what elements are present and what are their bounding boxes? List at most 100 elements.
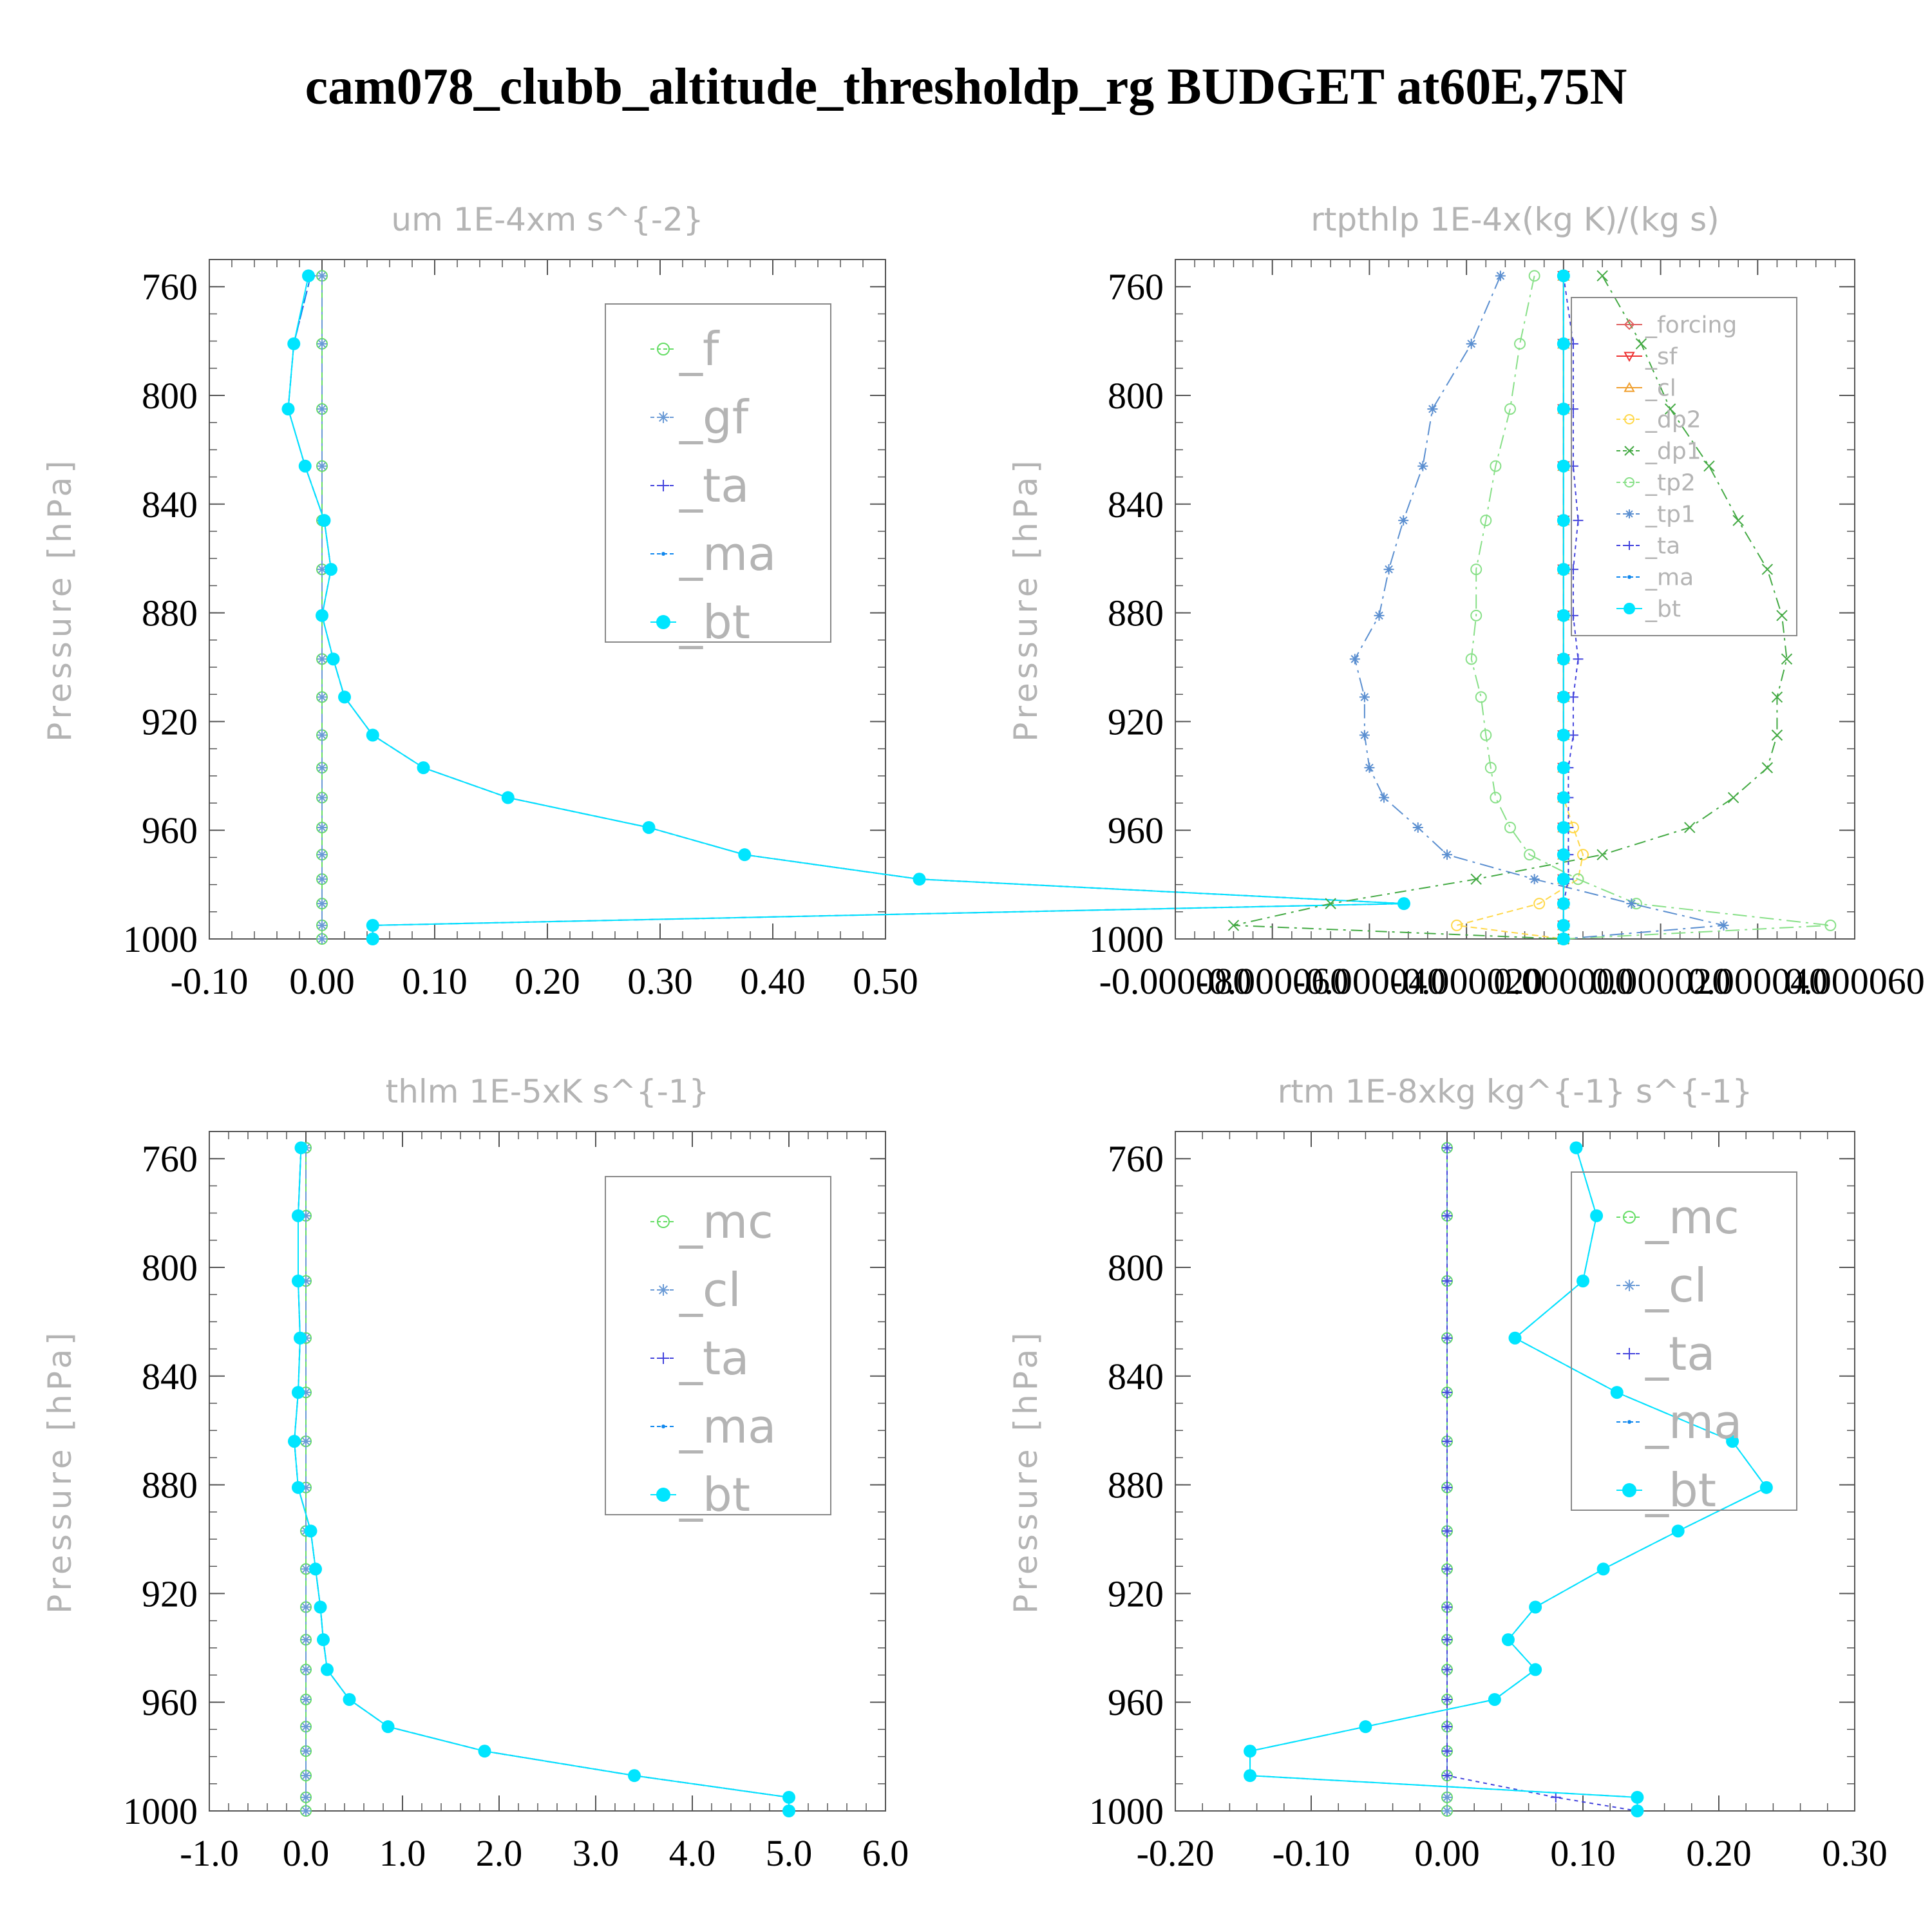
legend-label: _ma [679,1399,776,1454]
data-point [1442,1436,1452,1447]
data-point [1610,1386,1624,1399]
data-point [1824,919,1837,931]
x-tick-label: 4.0 [669,1832,716,1874]
data-point [317,920,327,931]
legend-item: _ma [1616,1395,1742,1449]
legend-marker [657,343,670,355]
legend-label: _ma [1645,565,1694,591]
legend-marker [1627,575,1631,579]
data-point [913,873,926,886]
data-point [1557,337,1570,350]
y-axis: 760 800 840 880 920 960 1000 [123,259,886,960]
x-tick-label: 2.0 [476,1832,523,1874]
legend-label: _tp2 [1645,470,1696,497]
series-dp2 [1451,270,1589,945]
x-tick-label: 0.20 [515,960,580,1002]
y-axis-label: Pressure [hPa] [41,457,79,742]
x-axis: -0.10 0.00 0.10 0.20 0.30 0.40 0.50 [171,260,918,1002]
data-point [288,1435,301,1448]
series-bt [288,1141,795,1817]
data-point [1442,849,1452,860]
data-point [301,1806,311,1816]
data-point [1557,402,1570,416]
panel-title: um 1E-4xm s^{-2} [391,201,703,238]
data-point [1398,515,1409,526]
legend-marker [1624,414,1634,424]
y-tick-label: 960 [1108,1681,1164,1723]
y-axis-label: Pressure [hPa] [41,1329,79,1614]
data-point [1488,1692,1501,1706]
data-point [1379,792,1390,803]
series-line [1354,275,1724,940]
legend-box [605,303,831,643]
y-tick-label: 840 [142,1356,198,1397]
data-point [1759,1481,1773,1494]
data-point [1557,761,1570,775]
x-tick-label: -0.20 [1137,1832,1215,1874]
data-point [287,337,301,350]
legend-label: _ta [679,1331,749,1385]
data-point [1529,874,1540,885]
figure-title: cam078_clubb_altitude_thresholdp_rg BUDG… [305,59,1627,115]
data-point [301,1746,311,1757]
legend-label: _ta [1645,533,1680,560]
data-point [317,564,327,575]
legend-label: _ma [679,527,776,581]
legend-label: _bt [679,1468,750,1522]
data-point [317,1633,330,1647]
legend-label: _ma [1645,1395,1742,1449]
data-point [1514,337,1526,350]
x-tick-label: 5.0 [766,1832,813,1874]
data-point [1504,821,1516,833]
x-tick-label: 0.40 [740,960,806,1002]
x-tick-label: -0.10 [1273,1832,1350,1874]
y-tick-label: 840 [1108,484,1164,526]
data-point [1557,459,1570,473]
data-point [1529,1663,1542,1676]
data-point [1383,564,1394,575]
legend-label: _ta [679,459,749,513]
x-tick-label: 0.0 [283,1832,330,1874]
data-point [1325,898,1336,909]
data-point [1442,1694,1452,1705]
data-point [381,1720,395,1734]
x-tick-label: 0.000040 [1688,960,1828,1002]
x-tick-label: 0.000060 [1785,960,1925,1002]
data-point [292,1274,305,1288]
data-point [317,898,327,909]
data-point [1528,270,1540,282]
legend-marker [1625,541,1634,550]
series-bt [1557,269,1570,945]
x-tick-label: 0.30 [627,960,693,1002]
series-ta [1442,1142,1643,1816]
data-point [501,791,515,804]
data-point [1359,692,1370,703]
data-point [317,404,327,415]
y-tick-label: 840 [1108,1356,1164,1397]
data-point [301,1770,311,1781]
data-point [292,1209,305,1222]
legend-item: _sf [1616,344,1678,370]
y-tick-label: 1000 [1089,1790,1164,1832]
data-point [1244,1769,1257,1783]
data-point [1557,728,1570,742]
series-ma [286,274,1406,941]
data-point [782,1804,795,1817]
data-point [1442,1806,1452,1816]
data-point [338,690,351,704]
legend-item: _mc [650,1195,773,1249]
data-point [281,402,295,416]
data-point [1412,822,1423,833]
y-tick-label: 880 [142,592,198,634]
data-point [1359,730,1370,741]
legend: _f _gf _ta _ma _bt [605,303,831,649]
x-tick-label: 0.10 [402,960,468,1002]
data-point [1533,898,1546,910]
data-point [1451,919,1463,931]
series-line [1233,275,1788,940]
data-point [314,1600,327,1614]
data-point [1671,1524,1685,1538]
x-tick-label: -0.000060 [1196,960,1349,1002]
data-point [1490,460,1502,472]
